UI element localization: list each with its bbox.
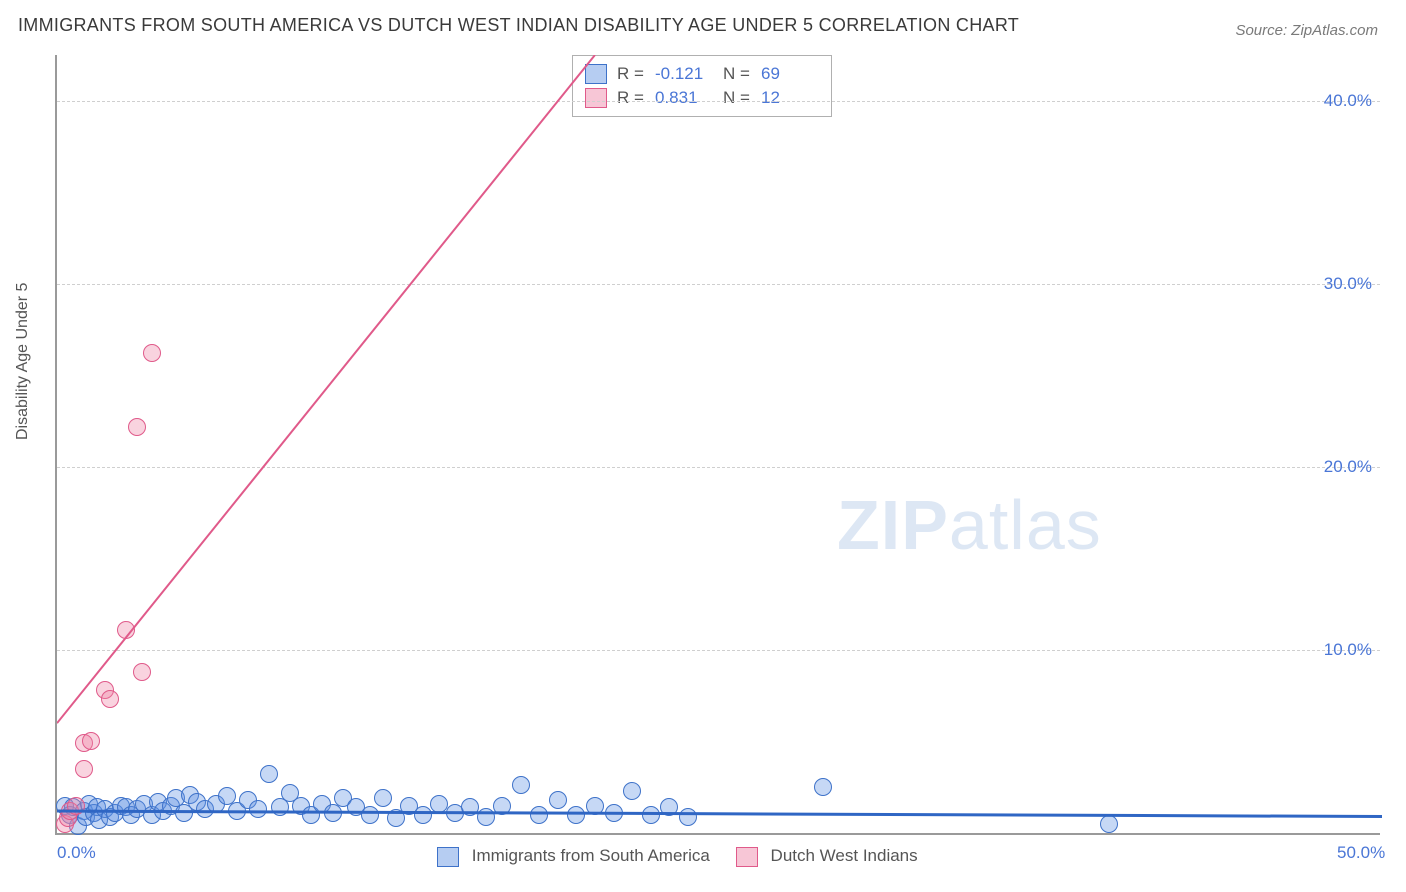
scatter-point <box>549 791 567 809</box>
scatter-point <box>814 778 832 796</box>
x-tick-label: 0.0% <box>57 843 96 863</box>
scatter-point <box>660 798 678 816</box>
trend-lines-layer <box>57 55 1382 833</box>
y-tick-label: 10.0% <box>1324 640 1372 660</box>
blue-swatch-icon <box>437 847 459 867</box>
scatter-point <box>530 806 548 824</box>
scatter-point <box>605 804 623 822</box>
stats-row-pink: R = 0.831 N = 12 <box>585 86 819 110</box>
scatter-point <box>361 806 379 824</box>
chart-title: IMMIGRANTS FROM SOUTH AMERICA VS DUTCH W… <box>18 15 1019 36</box>
pink-swatch-icon <box>736 847 758 867</box>
gridline <box>57 467 1380 468</box>
scatter-point <box>82 732 100 750</box>
stats-row-blue: R = -0.121 N = 69 <box>585 62 819 86</box>
scatter-point <box>128 418 146 436</box>
legend-bottom: Immigrants from South America Dutch West… <box>437 846 918 867</box>
scatter-point <box>67 797 85 815</box>
plot-area: ZIPatlas R = -0.121 N = 69 R = 0.831 N =… <box>55 55 1380 835</box>
legend-item-blue: Immigrants from South America <box>437 846 710 867</box>
scatter-point <box>512 776 530 794</box>
y-tick-label: 20.0% <box>1324 457 1372 477</box>
scatter-point <box>477 808 495 826</box>
x-tick-label: 50.0% <box>1337 843 1385 863</box>
y-tick-label: 30.0% <box>1324 274 1372 294</box>
scatter-point <box>143 344 161 362</box>
y-axis-label: Disability Age Under 5 <box>14 283 32 440</box>
scatter-point <box>642 806 660 824</box>
stats-legend-box: R = -0.121 N = 69 R = 0.831 N = 12 <box>572 55 832 117</box>
scatter-point <box>101 690 119 708</box>
source-credit: Source: ZipAtlas.com <box>1235 22 1378 39</box>
scatter-point <box>567 806 585 824</box>
trend-line <box>57 55 595 723</box>
scatter-point <box>117 621 135 639</box>
scatter-point <box>586 797 604 815</box>
gridline <box>57 650 1380 651</box>
gridline <box>57 101 1380 102</box>
scatter-point <box>414 806 432 824</box>
scatter-point <box>493 797 511 815</box>
gridline <box>57 284 1380 285</box>
y-tick-label: 40.0% <box>1324 91 1372 111</box>
legend-item-pink: Dutch West Indians <box>736 846 918 867</box>
scatter-point <box>679 808 697 826</box>
scatter-point <box>249 800 267 818</box>
scatter-point <box>133 663 151 681</box>
scatter-point <box>1100 815 1118 833</box>
scatter-point <box>623 782 641 800</box>
pink-swatch-icon <box>585 88 607 108</box>
scatter-point <box>374 789 392 807</box>
scatter-point <box>75 760 93 778</box>
blue-swatch-icon <box>585 64 607 84</box>
watermark: ZIPatlas <box>837 485 1102 565</box>
scatter-point <box>260 765 278 783</box>
